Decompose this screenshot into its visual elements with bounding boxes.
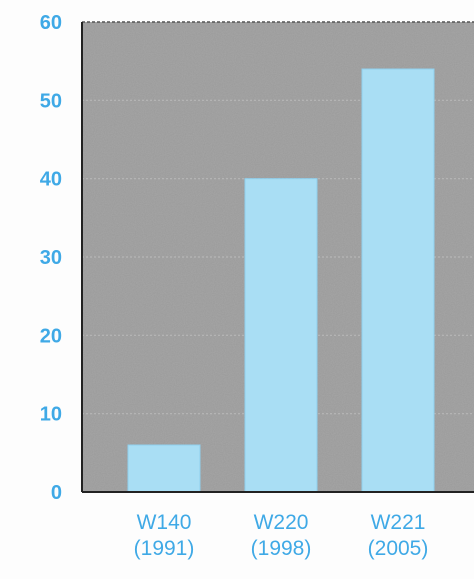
x-tick-label-w221-year: (2005) [368,537,429,560]
axes [81,21,474,493]
x-tick-label-w220-year: (1998) [251,537,312,560]
y-tick-label-10: 10 [40,404,62,426]
y-tick-label-60: 60 [40,12,62,34]
x-tick-label-w140-year: (1991) [134,537,195,560]
x-tick-label-w140-model: W140 [137,511,192,534]
y-tick-label-50: 50 [40,90,62,112]
y-tick-label-0: 0 [51,482,62,504]
bars [127,68,435,493]
x-tick-label-w220-model: W220 [254,511,309,534]
y-tick-label-20: 20 [40,325,62,347]
bar-w221 [361,68,435,493]
y-tick-label-40: 40 [40,169,62,191]
y-axis-tick-labels: 0 10 20 30 40 50 60 [40,12,62,504]
x-axis-tick-labels: W140 (1991) W220 (1998) W221 (2005) [134,511,429,560]
x-tick-label-w221-model: W221 [371,511,426,534]
bar-w220 [244,178,318,493]
y-tick-label-30: 30 [40,247,62,269]
bar-w140 [127,444,201,493]
